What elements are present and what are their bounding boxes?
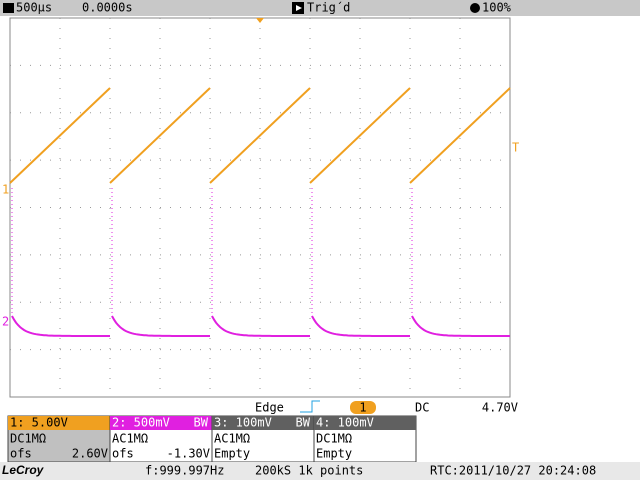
ch1-trace xyxy=(109,87,211,184)
trigger-level: 4.70V xyxy=(482,401,518,415)
channel-offset: -1.30V xyxy=(167,447,210,461)
channel-coupling: AC1MΩ xyxy=(112,432,148,446)
intensity-icon[interactable] xyxy=(470,3,480,13)
brand: LeCroy xyxy=(2,463,45,477)
rtc: RTC:2011/10/27 20:24:08 xyxy=(430,464,596,478)
channel-header: 1: 5.00V xyxy=(10,416,68,430)
edge-icon xyxy=(300,400,320,413)
frequency: f:999.997Hz xyxy=(145,464,224,478)
ch2-trace xyxy=(411,315,510,337)
trigger-level-marker: T xyxy=(512,141,519,155)
acquisition: 200kS 1k points xyxy=(255,464,363,478)
channel-offset-label: ofs xyxy=(112,447,134,461)
ch1-trace xyxy=(309,87,411,184)
ch2-trace xyxy=(211,315,310,337)
trigger-source-badge[interactable] xyxy=(350,401,376,414)
trigger-type: Edge xyxy=(255,401,284,415)
channel-offset-label: ofs xyxy=(10,447,32,461)
delay: 0.0000s xyxy=(82,1,133,15)
traces xyxy=(9,87,511,337)
channel-status: Empty xyxy=(316,447,352,461)
channel-header-bg xyxy=(212,416,314,430)
channel-offset: 2.60V xyxy=(72,447,108,461)
trigger-position-marker xyxy=(256,18,264,23)
timebase: 500µs xyxy=(16,1,52,15)
top-bar xyxy=(0,0,640,16)
channel-header-bg xyxy=(314,416,416,430)
channel-header: 4: 100mV xyxy=(316,416,374,430)
trigger-coupling: DC xyxy=(415,401,429,415)
ch2-trace xyxy=(311,315,410,337)
footer-bar xyxy=(0,462,640,480)
channel-coupling: DC1MΩ xyxy=(316,432,352,446)
channel-bw: BW xyxy=(194,416,209,430)
channel-header: 2: 500mV xyxy=(112,416,170,430)
ch2-marker: 2 xyxy=(2,315,9,329)
channel-coupling: AC1MΩ xyxy=(214,432,250,446)
grid xyxy=(10,18,510,397)
timebase-icon xyxy=(3,3,14,13)
trigger-state: Trig´d xyxy=(307,1,350,15)
channel-bw: BW xyxy=(296,416,311,430)
ch1-marker: 1 xyxy=(2,183,9,197)
play-icon xyxy=(296,5,302,11)
intensity: 100% xyxy=(482,1,512,15)
channel-header: 3: 100mV xyxy=(214,416,272,430)
ch1-trace xyxy=(209,87,311,184)
ch2-trace xyxy=(11,315,110,337)
channel-status: Empty xyxy=(214,447,250,461)
channel-header-bg xyxy=(8,416,110,430)
ch1-trace xyxy=(409,87,511,184)
channel-header-bg xyxy=(110,416,212,430)
channel-coupling: DC1MΩ xyxy=(10,432,46,446)
ch1-trace xyxy=(9,87,111,184)
trigger-source: 1 xyxy=(359,401,366,415)
ch2-trace xyxy=(111,315,210,337)
